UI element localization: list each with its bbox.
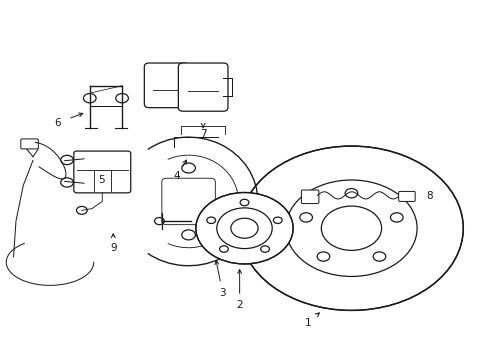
Text: 7: 7 (200, 129, 206, 139)
Text: 5: 5 (98, 175, 104, 185)
FancyBboxPatch shape (144, 63, 189, 108)
FancyBboxPatch shape (178, 63, 227, 111)
Text: 9: 9 (110, 243, 116, 253)
Text: 4: 4 (173, 171, 180, 181)
FancyBboxPatch shape (301, 190, 318, 203)
FancyBboxPatch shape (21, 139, 38, 149)
Text: 6: 6 (54, 118, 61, 128)
Circle shape (239, 146, 462, 310)
Text: 1: 1 (304, 318, 310, 328)
Text: 8: 8 (425, 191, 432, 201)
Text: 2: 2 (236, 300, 243, 310)
FancyBboxPatch shape (74, 151, 130, 193)
Circle shape (196, 193, 292, 264)
Text: 3: 3 (219, 288, 225, 297)
FancyBboxPatch shape (398, 192, 414, 202)
